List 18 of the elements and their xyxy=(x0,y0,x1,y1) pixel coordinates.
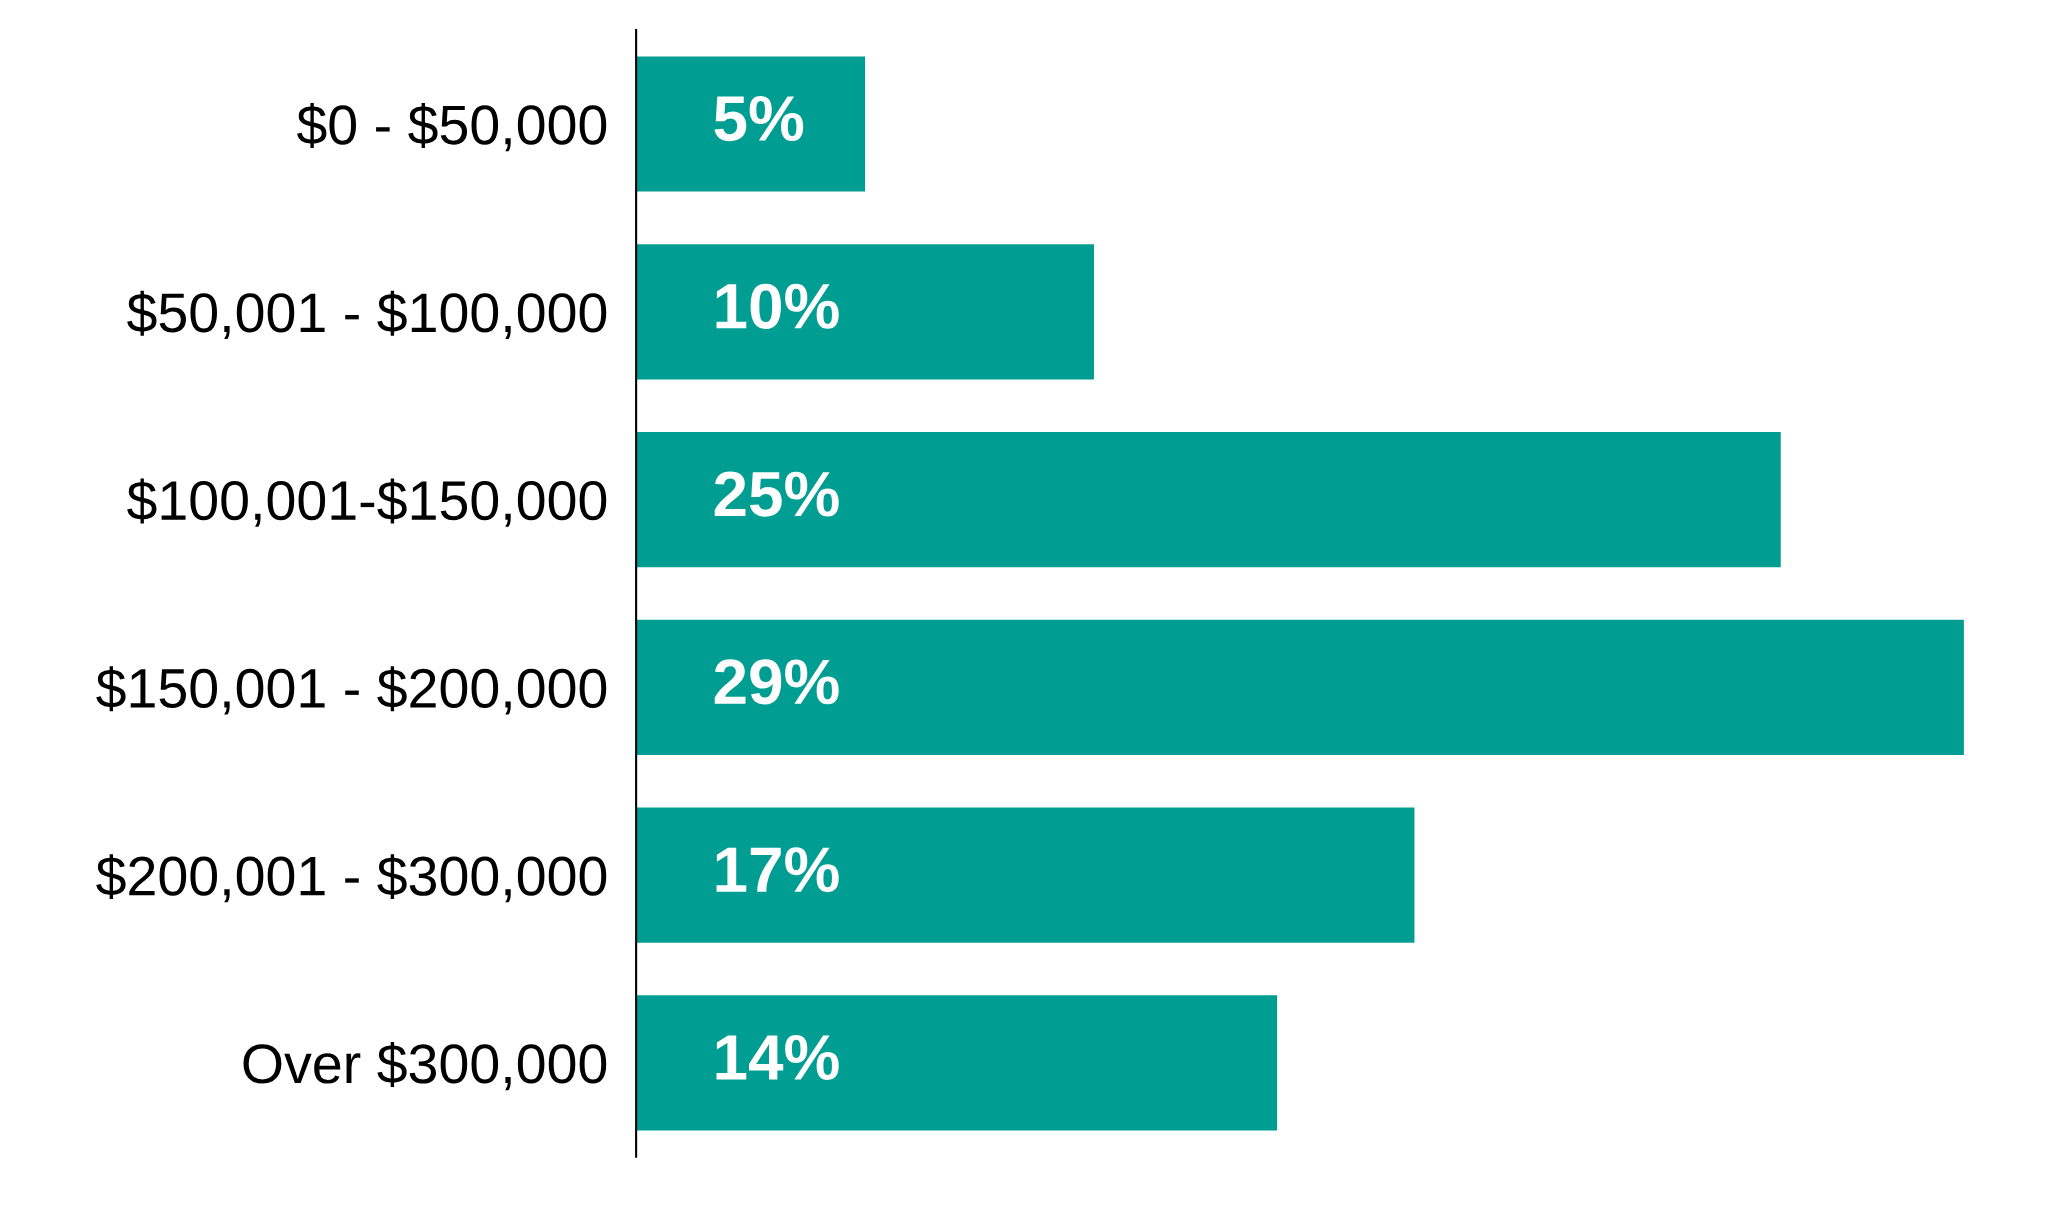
bar xyxy=(636,995,1278,1131)
bar xyxy=(636,619,1964,755)
y-tick-label: $100,001-$150,000 xyxy=(127,478,607,527)
y-tick-label: $200,001 - $300,000 xyxy=(96,854,607,903)
data-label: 14% xyxy=(716,1034,839,1080)
y-tick-label: Over $300,000 xyxy=(243,1041,607,1091)
bar xyxy=(636,56,866,192)
data-label: 17% xyxy=(716,847,839,893)
data-label: 10% xyxy=(716,283,839,329)
y-tick-label: $50,001 - $100,000 xyxy=(127,290,607,340)
y-tick-label: $0 - $50,000 xyxy=(296,103,607,152)
data-label: 25% xyxy=(714,471,839,517)
bar xyxy=(636,244,1094,380)
bar xyxy=(636,431,1781,568)
data-label: 5% xyxy=(714,96,804,142)
data-label: 29% xyxy=(714,659,839,705)
bar xyxy=(636,807,1415,943)
y-tick-label: $150,001 - $200,000 xyxy=(96,666,607,715)
